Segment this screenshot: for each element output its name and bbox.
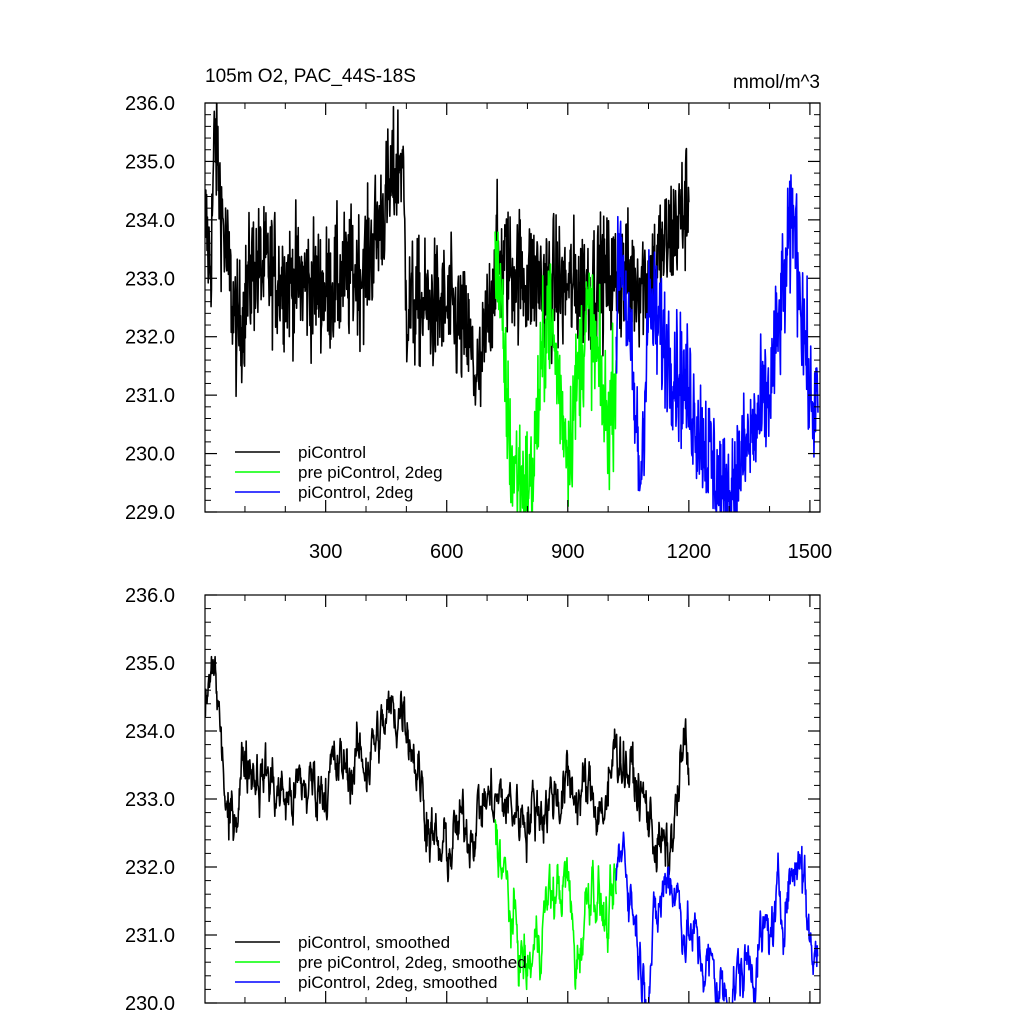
top-panel: 229.0 230.0 231.0 232.0 233.0 234.0 235.0 236.0…	[125, 93, 833, 563]
legend-label-3: piControl, 2deg, smoothed	[298, 973, 497, 992]
y-tick-label: 235.0	[125, 151, 175, 173]
legend-label-1: piControl	[298, 443, 366, 462]
y-tick-label: 232.0	[125, 327, 175, 349]
series-line-2	[494, 231, 618, 512]
legend-label-2: pre piControl, 2deg, smoothed	[298, 953, 527, 972]
legend-label-3: piControl, 2deg	[298, 483, 413, 502]
y-tick-label: 233.0	[125, 789, 175, 811]
figure-title: 105m O2, PAC_44S-18S	[205, 66, 416, 87]
y-tick-label: 236.0	[125, 93, 175, 115]
series-line-3	[615, 831, 819, 1003]
y-tick-label: 234.0	[125, 210, 175, 232]
y-tick-label: 231.0	[125, 925, 175, 947]
y-tick-label: 230.0	[125, 993, 175, 1015]
y-tick-label: 229.0	[125, 502, 175, 524]
series-line-1	[205, 655, 690, 883]
x-tick-label: 300	[309, 541, 342, 563]
series-line-3	[615, 174, 819, 512]
series-line-2	[494, 819, 618, 991]
y-tick-label: 235.0	[125, 653, 175, 675]
bottom-panel: 230.0 231.0 232.0 233.0 234.0 235.0 236.0 piCon…	[125, 585, 821, 1015]
figure-units: mmol/m^3	[733, 72, 820, 93]
y-tick-label: 236.0	[125, 585, 175, 607]
y-tick-label: 231.0	[125, 385, 175, 407]
legend-label-1: piControl, smoothed	[298, 933, 450, 952]
y-tick-label: 232.0	[125, 857, 175, 879]
y-tick-label: 233.0	[125, 268, 175, 290]
series-line-1	[205, 103, 690, 408]
y-tick-label: 234.0	[125, 721, 175, 743]
x-tick-label: 900	[551, 541, 584, 563]
plot-frame	[204, 102, 821, 513]
legend-label-2: pre piControl, 2deg	[298, 463, 443, 482]
x-tick-label: 1200	[667, 541, 712, 563]
x-tick-label: 1500	[788, 541, 833, 563]
series-group	[205, 103, 819, 512]
series-group	[205, 655, 819, 1003]
y-tick-label: 230.0	[125, 444, 175, 466]
x-tick-label: 600	[430, 541, 463, 563]
